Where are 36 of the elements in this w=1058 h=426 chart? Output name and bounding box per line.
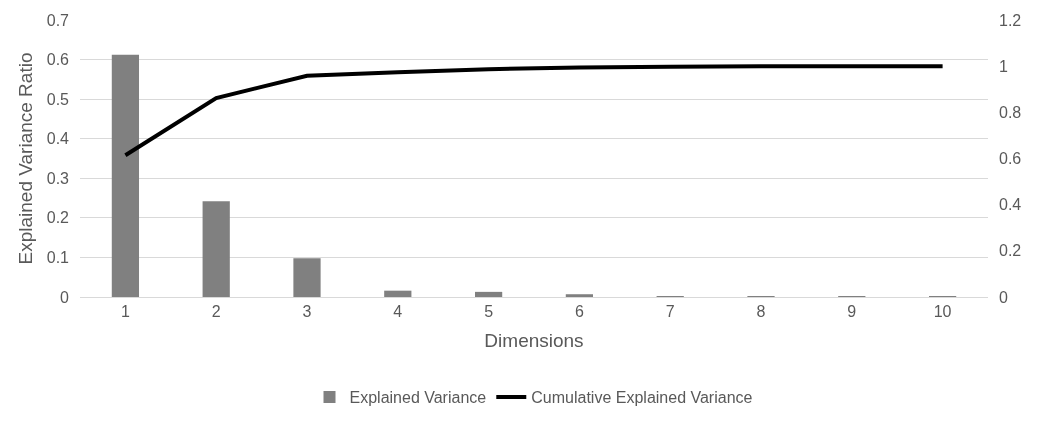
- y-tick-label: 0.7: [46, 11, 70, 29]
- y-tick-label: 0.3: [46, 169, 70, 187]
- x-tick-label: 9: [847, 303, 857, 321]
- y2-tick-label: 0.6: [999, 150, 1022, 168]
- x-tick-label: 7: [665, 303, 675, 321]
- bar: [384, 290, 412, 297]
- y-axis-title: Explained Variance Ratio: [15, 52, 36, 265]
- x-axis-title: Dimensions: [484, 330, 584, 351]
- x-tick-label: 3: [302, 303, 312, 321]
- y2-tick-label: 0: [999, 288, 1008, 306]
- bar: [202, 201, 230, 297]
- bar: [293, 258, 321, 297]
- y2-tick-label: 0.8: [999, 103, 1022, 121]
- bar: [474, 291, 503, 297]
- legend-label: Cumulative Explained Variance: [531, 389, 753, 407]
- y2-tick-label: 1.2: [999, 11, 1022, 29]
- y2-tick-label: 1: [999, 57, 1008, 75]
- x-tick-label: 1: [120, 303, 130, 321]
- x-tick-label: 8: [756, 303, 766, 321]
- y-tick-label: 0.5: [46, 90, 70, 108]
- x-tick-label: 6: [574, 303, 584, 321]
- y-tick-label: 0.4: [46, 130, 70, 148]
- y-tick-label: 0.2: [46, 209, 70, 227]
- y-tick-label: 0: [60, 288, 70, 306]
- bar: [111, 54, 140, 297]
- x-tick-label: 10: [933, 303, 952, 321]
- line-series: [123, 64, 945, 158]
- bar: [565, 294, 594, 297]
- y-tick-label: 0.1: [46, 249, 70, 267]
- x-tick-label: 4: [393, 303, 403, 321]
- y2-tick-label: 0.4: [999, 196, 1022, 214]
- y-tick-label: 0.6: [46, 51, 70, 69]
- y2-tick-label: 0.2: [999, 242, 1022, 260]
- x-tick-label: 2: [211, 303, 221, 321]
- legend-label: Explained Variance: [349, 389, 487, 407]
- x-tick-label: 5: [484, 303, 494, 321]
